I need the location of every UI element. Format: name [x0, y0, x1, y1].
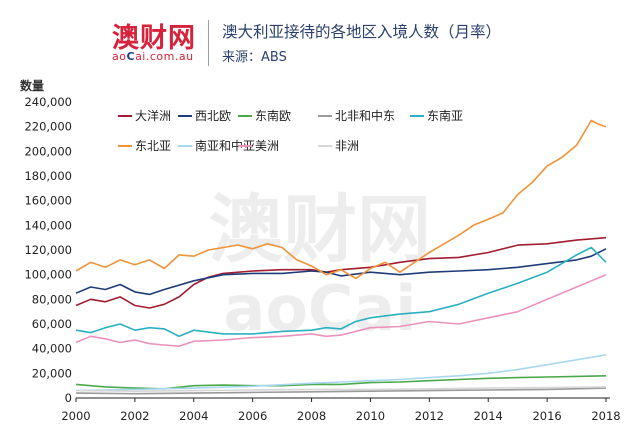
y-tick-label: 160,000 [24, 194, 72, 208]
y-tick-label: 200,000 [24, 144, 72, 158]
x-tick-label: 2000 [61, 409, 90, 423]
series-line-5 [75, 119, 607, 280]
x-tick-label: 2002 [120, 409, 149, 423]
series-lines [75, 119, 607, 395]
y-tick-label: 20,000 [32, 366, 72, 380]
x-tick-label: 2008 [297, 409, 326, 423]
y-tick-label: 220,000 [24, 120, 72, 134]
svg-text:aoCai: aoCai [223, 272, 416, 345]
brand-logo-cn: 澳财网 [112, 23, 196, 54]
svg-text:澳财网: 澳财网 [209, 187, 431, 273]
series-line-8 [75, 386, 607, 392]
watermark: 澳财网 aoCai [209, 187, 431, 345]
y-tick-label: 240,000 [24, 95, 72, 109]
y-tick-label: 180,000 [24, 169, 72, 183]
x-tick-label: 2014 [474, 409, 503, 423]
y-tick-label: 80,000 [32, 292, 72, 306]
header: 澳财网 aoCai.com.au 澳大利亚接待的各地区入境人数（月率） 来源：A… [0, 0, 640, 78]
y-tick-label: 40,000 [32, 342, 72, 356]
series-line-1 [75, 248, 607, 296]
chart-title: 澳大利亚接待的各地区入境人数（月率） [222, 23, 502, 41]
axes: 2000 2002 2004 2006 2008 2010 2012 2014 2016 2018… [24, 95, 620, 423]
x-tick-label: 2012 [415, 409, 444, 423]
legend-label: 东南亚 [427, 108, 463, 123]
y-tick-label: 0 [65, 391, 72, 405]
header-divider [208, 20, 209, 66]
series-line-4 [75, 246, 607, 338]
series-line-7 [75, 273, 607, 347]
legend-label: 非洲 [335, 139, 359, 153]
series-line-3 [75, 387, 607, 395]
legend-label: 南亚和中亚 [195, 138, 255, 153]
legend-label: 西北欧 [195, 109, 231, 123]
y-tick-label: 120,000 [24, 243, 72, 257]
legend-label: 东南欧 [255, 108, 291, 123]
chart-source: 来源：ABS [222, 50, 287, 65]
x-tick-label: 2004 [179, 409, 208, 423]
y-tick-label: 100,000 [24, 268, 72, 282]
x-tick-label: 2018 [591, 409, 620, 423]
x-tick-label: 2006 [238, 409, 267, 423]
series-line-6 [75, 354, 607, 392]
y-axis-label: 数量 [20, 79, 45, 93]
x-tick-label: 2010 [356, 409, 385, 423]
brand-logo-en: aoCai.com.au [112, 50, 194, 63]
series-line-0 [75, 236, 607, 309]
legend-label: 大洋洲 [135, 108, 171, 123]
x-tick-label: 2016 [532, 409, 561, 423]
legend-label: 东北亚 [135, 139, 171, 153]
y-tick-label: 60,000 [32, 317, 72, 331]
legend-label: 美洲 [255, 139, 279, 153]
legend-label: 北非和中东 [335, 108, 395, 123]
y-tick-label: 140,000 [24, 218, 72, 232]
